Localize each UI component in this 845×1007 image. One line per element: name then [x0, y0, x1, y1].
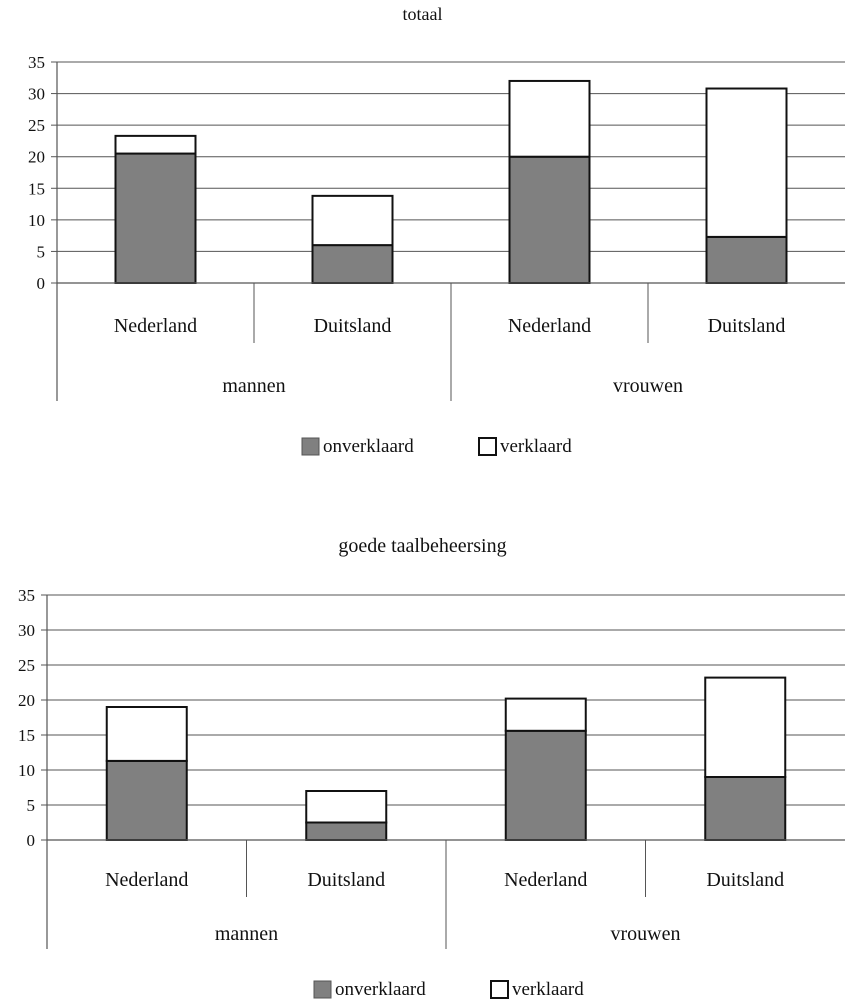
- legend-label-verklaard: verklaard: [500, 436, 572, 457]
- legend-swatch-verklaard: [478, 437, 497, 456]
- legend-label-verklaard: verklaard: [512, 979, 584, 1000]
- y-tick-label: 0: [27, 831, 36, 850]
- x-group-label: mannen: [215, 923, 278, 945]
- y-tick-label: 5: [37, 242, 46, 261]
- bar-verklaard-4: [704, 676, 787, 778]
- bar-verklaard-3: [508, 79, 591, 158]
- y-tick-label: 15: [18, 726, 35, 745]
- x-group-label: vrouwen: [611, 923, 681, 945]
- bar-verklaard-2: [311, 194, 394, 247]
- x-category-label: Nederland: [508, 315, 591, 337]
- x-group-label: vrouwen: [613, 375, 683, 397]
- y-tick-label: 35: [28, 53, 45, 72]
- legend-label-onverklaard: onverklaard: [335, 979, 426, 1000]
- y-tick-label: 25: [28, 116, 45, 135]
- y-tick-label: 5: [27, 796, 36, 815]
- y-tick-label: 30: [28, 85, 45, 104]
- y-tick-label: 30: [18, 621, 35, 640]
- bar-onverklaard-4: [705, 235, 788, 284]
- y-tick-label: 10: [28, 211, 45, 230]
- x-category-label: Duitsland: [307, 869, 385, 891]
- bar-onverklaard-2: [305, 821, 388, 841]
- bar-verklaard-2: [305, 790, 388, 824]
- x-category-label: Duitsland: [706, 869, 784, 891]
- legend-swatch-verklaard: [490, 980, 509, 999]
- y-tick-label: 0: [37, 274, 46, 293]
- x-category-label: Duitsland: [708, 315, 786, 337]
- bar-onverklaard-3: [504, 729, 587, 841]
- y-tick-label: 20: [18, 691, 35, 710]
- y-tick-label: 10: [18, 761, 35, 780]
- chart-title: goede taalbeheersing: [338, 535, 506, 557]
- y-tick-label: 35: [18, 586, 35, 605]
- x-group-label: mannen: [222, 375, 285, 397]
- x-category-label: Duitsland: [314, 315, 392, 337]
- y-tick-label: 15: [28, 179, 45, 198]
- legend-swatch-onverklaard: [313, 980, 332, 999]
- bar-verklaard-1: [105, 706, 188, 762]
- x-category-label: Nederland: [114, 315, 197, 337]
- y-tick-label: 20: [28, 148, 45, 167]
- bar-verklaard-3: [504, 697, 587, 732]
- legend-label-onverklaard: onverklaard: [323, 436, 414, 457]
- bar-verklaard-4: [705, 87, 788, 238]
- bar-onverklaard-1: [105, 759, 188, 842]
- bar-verklaard-1: [114, 134, 197, 155]
- x-category-label: Nederland: [105, 869, 188, 891]
- y-tick-label: 25: [18, 656, 35, 675]
- bar-onverklaard-2: [311, 244, 394, 285]
- x-category-label: Nederland: [504, 869, 587, 891]
- bar-onverklaard-1: [114, 152, 197, 284]
- bar-onverklaard-4: [704, 776, 787, 841]
- bar-onverklaard-3: [508, 155, 591, 284]
- chart-title: totaal: [403, 4, 443, 24]
- legend-swatch-onverklaard: [301, 437, 320, 456]
